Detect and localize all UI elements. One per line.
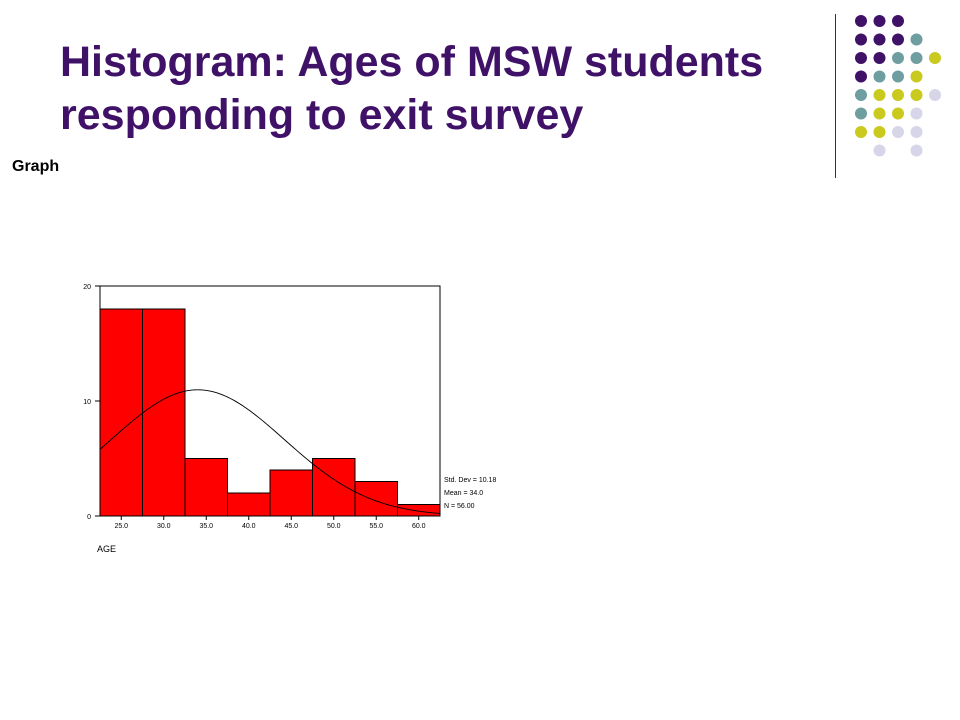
stats-label: Mean = 34.0 [444,490,483,497]
decor-dot [873,15,886,27]
decor-dot [892,89,904,101]
decor-dot [892,70,904,83]
x-tick-label: 25.0 [114,523,128,530]
decor-dot [873,107,886,120]
histogram-bar [184,458,228,517]
slide-title: Histogram: Ages of MSW students respondi… [60,38,764,139]
histogram-bar [142,308,186,517]
decorative-dot-grid [855,15,941,157]
decor-dot [855,70,867,83]
histogram-bar [312,458,356,517]
decor-dot [873,144,886,157]
decor-dot [855,52,867,64]
decor-dot [855,126,867,138]
decor-dot [910,126,923,138]
decor-dot [892,15,904,27]
decor-dot [910,52,923,64]
decor-dot [892,126,904,138]
decor-dot [910,33,923,46]
x-tick-label: 50.0 [327,523,341,530]
histogram-bar [269,469,313,517]
decor-dot [873,52,886,64]
y-tick-label: 0 [87,514,91,521]
decor-dot [855,107,867,120]
x-axis-label: AGE [97,544,116,554]
title-divider [835,14,836,178]
x-tick-label: 35.0 [199,523,213,530]
decor-dot [892,52,904,64]
decor-dot [929,89,941,101]
histogram-bar [227,492,271,517]
stats-label: N = 56.00 [444,503,475,510]
decor-dot [910,107,923,120]
decor-dot [929,52,941,64]
slide-subtitle: Graph [12,158,60,175]
x-tick-label: 40.0 [242,523,256,530]
histogram-bar [397,504,441,517]
decor-dot [910,144,923,157]
decor-dot [892,107,904,120]
decor-dot [855,33,867,46]
decor-dot [910,70,923,83]
decor-dot [892,33,904,46]
histogram-bar [354,481,398,517]
decor-dot [873,126,886,138]
x-tick-label: 45.0 [284,523,298,530]
stats-label: Std. Dev = 10.18 [444,477,496,484]
x-tick-label: 30.0 [157,523,171,530]
x-tick-label: 60.0 [412,523,426,530]
normal-curve [99,389,441,514]
y-tick-label: 20 [83,284,91,291]
decor-dot [873,70,886,83]
decor-dot [873,33,886,46]
decor-dot [910,89,923,101]
decor-dot [873,89,886,101]
decor-dot [855,89,867,101]
y-tick-label: 10 [83,399,91,406]
histogram-bar [99,308,143,517]
decor-dot [855,15,867,27]
x-tick-label: 55.0 [369,523,383,530]
